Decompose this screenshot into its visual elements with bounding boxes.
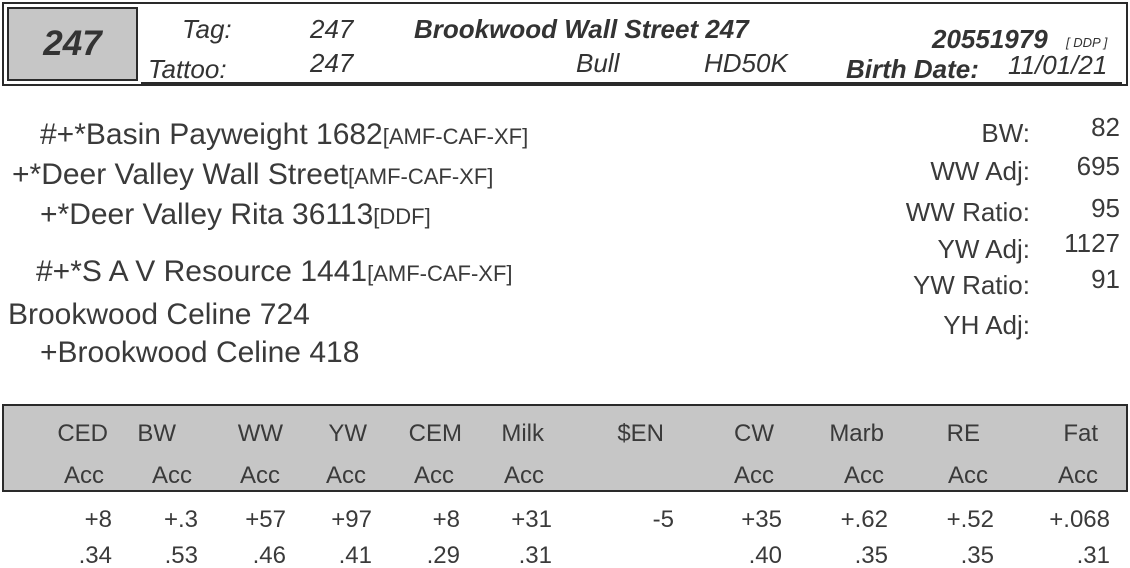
- stat-label-ww-ratio: WW Ratio:: [905, 197, 1030, 227]
- pedigree-sire-sire: #+*Basin Payweight 1682[AMF-CAF-XF]: [40, 118, 529, 151]
- pedigree-sire-dam: +*Deer Valley Rita 36113[DDF]: [40, 198, 431, 231]
- epd-acc-label-milk: Acc: [503, 462, 544, 489]
- sex: Bull: [576, 48, 620, 78]
- epd-value-en: -5: [652, 506, 674, 533]
- epd-acc-label-bw: Acc: [151, 462, 192, 489]
- birth-date: 11/01/21: [1008, 50, 1108, 80]
- stat-value-bw: 82: [1091, 112, 1120, 142]
- registration-number: 20551979: [932, 24, 1048, 54]
- epd-acc-ced: .34: [78, 542, 112, 568]
- epd-header-en: $EN: [617, 420, 664, 447]
- animal-header: 247 Tag: 247 Brookwood Wall Street 247 2…: [2, 2, 1128, 86]
- pedigree-dam-dam: +Brookwood Celine 418: [40, 336, 360, 369]
- stat-value-ww-adj: 695: [1076, 151, 1120, 181]
- animal-name: Brookwood Wall Street 247: [414, 14, 749, 44]
- epd-acc-cw: .40: [748, 542, 782, 568]
- epd-header-band: [2, 404, 1128, 492]
- herd-id: HD50K: [704, 48, 788, 78]
- epd-acc-label-fat: Acc: [1057, 462, 1098, 489]
- epd-header-milk: Milk: [501, 420, 544, 447]
- epd-acc-fat: .31: [1076, 542, 1110, 568]
- epd-acc-cem: .29: [426, 542, 460, 568]
- epd-header-cw: CW: [734, 420, 774, 447]
- pedigree-dam-sire: #+*S A V Resource 1441[AMF-CAF-XF]: [36, 255, 513, 288]
- pedigree-sire: +*Deer Valley Wall Street[AMF-CAF-XF]: [12, 158, 494, 191]
- epd-header-cem: CEM: [408, 420, 462, 447]
- stat-value-yw-ratio: 91: [1091, 264, 1120, 294]
- pedigree-dam: Brookwood Celine 724: [8, 298, 310, 331]
- epd-header-yw: YW: [328, 420, 367, 447]
- epd-acc-bw: .53: [164, 542, 198, 568]
- stat-label-yh-adj: YH Adj:: [943, 310, 1030, 340]
- epd-value-cem: +8: [432, 506, 460, 533]
- epd-value-milk: +31: [511, 506, 552, 533]
- epd-acc-yw: .41: [338, 542, 372, 568]
- stat-label-yw-ratio: YW Ratio:: [912, 270, 1030, 300]
- epd-value-yw: +97: [331, 506, 372, 533]
- epd-value-ced: +8: [84, 506, 112, 533]
- epd-acc-label-yw: Acc: [325, 462, 366, 489]
- epd-value-re: +.52: [946, 506, 994, 533]
- epd-value-cw: +35: [741, 506, 782, 533]
- stat-label-bw: BW:: [981, 118, 1030, 148]
- stat-value-yw-adj: 1127: [1064, 228, 1120, 258]
- epd-value-marb: +.62: [840, 506, 888, 533]
- epd-acc-milk: .31: [518, 542, 552, 568]
- epd-value-ww: +57: [245, 506, 286, 533]
- lot-number: 247: [7, 7, 138, 81]
- tattoo-label: Tattoo:: [148, 54, 227, 84]
- stat-value-ww-ratio: 95: [1091, 193, 1120, 223]
- epd-acc-label-re: Acc: [947, 462, 988, 489]
- epd-value-bw: +.3: [163, 506, 198, 533]
- epd-acc-label-cw: Acc: [733, 462, 774, 489]
- epd-header-re: RE: [946, 420, 980, 447]
- epd-acc-marb: .35: [854, 542, 888, 568]
- tag-value: 247: [310, 14, 354, 44]
- epd-value-fat: +.068: [1049, 506, 1110, 533]
- epd-acc-ww: .46: [252, 542, 286, 568]
- epd-acc-label-ced: Acc: [63, 462, 104, 489]
- epd-acc-label-marb: Acc: [843, 462, 884, 489]
- birth-date-label: Birth Date:: [846, 54, 979, 84]
- stat-label-yw-adj: YW Adj:: [937, 234, 1030, 264]
- epd-header-ww: WW: [237, 420, 283, 447]
- tag-label: Tag:: [182, 14, 232, 44]
- epd-header-fat: Fat: [1063, 420, 1098, 447]
- header-underline: [141, 82, 1122, 84]
- registration-suffix: [ DDP ]: [1066, 35, 1108, 50]
- epd-header-bw: BW: [137, 420, 176, 447]
- tattoo-value: 247: [310, 48, 354, 78]
- epd-acc-label-ww: Acc: [239, 462, 280, 489]
- epd-acc-re: .35: [960, 542, 994, 568]
- epd-header-marb: Marb: [829, 420, 884, 447]
- epd-acc-label-cem: Acc: [413, 462, 454, 489]
- epd-header-ced: CED: [57, 420, 108, 447]
- stat-label-ww-adj: WW Adj:: [930, 156, 1030, 186]
